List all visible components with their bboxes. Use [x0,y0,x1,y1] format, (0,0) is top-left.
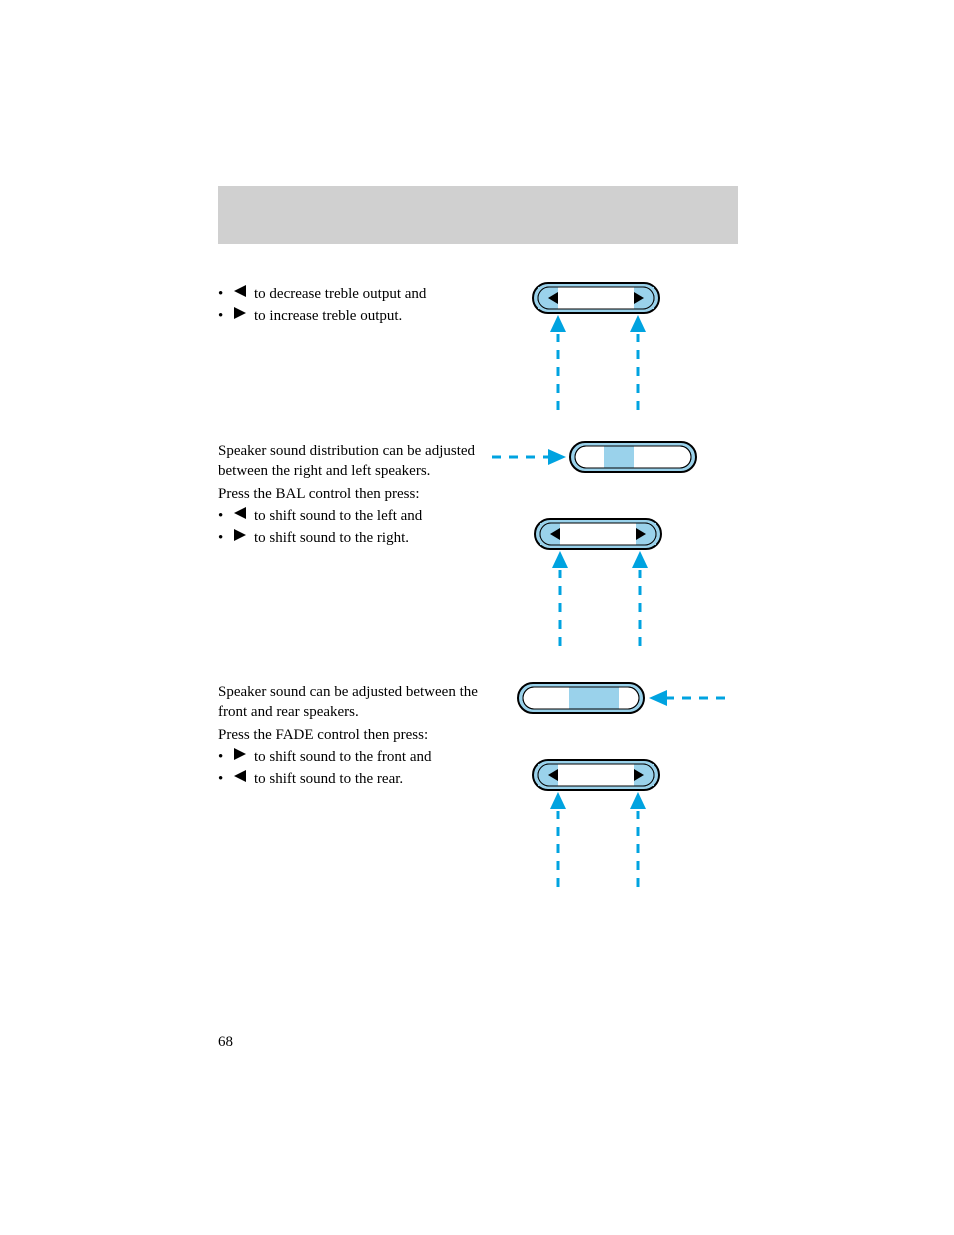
bullet-dot: • [218,506,232,526]
bullet-line: • to shift sound to the left and [218,506,488,526]
bullet-text: to shift sound to the rear. [254,769,403,789]
bullet-text: to decrease treble output and [254,284,426,304]
section3-para2: Press the FADE control then press: [218,725,488,745]
balance-diagram [492,439,712,664]
triangle-right-icon [232,528,250,548]
section3-para1: Speaker sound can be adjusted between th… [218,682,488,723]
fade-diagram [515,680,735,905]
treble-diagram [530,280,670,425]
page-number: 68 [218,1034,233,1051]
bullet-line: • to decrease treble output and [218,284,488,304]
bullet-line: • to increase treble output. [218,306,488,326]
section3-text: Speaker sound can be adjusted between th… [218,680,488,791]
bullet-text: to increase treble output. [254,306,402,326]
bullet-dot: • [218,747,232,767]
triangle-left-icon [232,769,250,789]
section2-text: Speaker sound distribution can be adjust… [218,439,488,550]
triangle-left-icon [232,284,250,304]
triangle-right-icon [232,306,250,326]
bullet-text: to shift sound to the front and [254,747,431,767]
bullet-line: • to shift sound to the right. [218,528,488,548]
bullet-text: to shift sound to the right. [254,528,409,548]
triangle-right-icon [232,747,250,767]
bullet-line: • to shift sound to the rear. [218,769,488,789]
section2-para1: Speaker sound distribution can be adjust… [218,441,488,482]
bullet-dot: • [218,284,232,304]
bullet-dot: • [218,528,232,548]
bullet-dot: • [218,306,232,326]
triangle-left-icon [232,506,250,526]
bullet-line: • to shift sound to the front and [218,747,488,767]
bullet-text: to shift sound to the left and [254,506,422,526]
bullet-dot: • [218,769,232,789]
header-band [218,186,738,244]
section2-para2: Press the BAL control then press: [218,484,488,504]
section1-text: • to decrease treble output and • to inc… [218,282,488,329]
